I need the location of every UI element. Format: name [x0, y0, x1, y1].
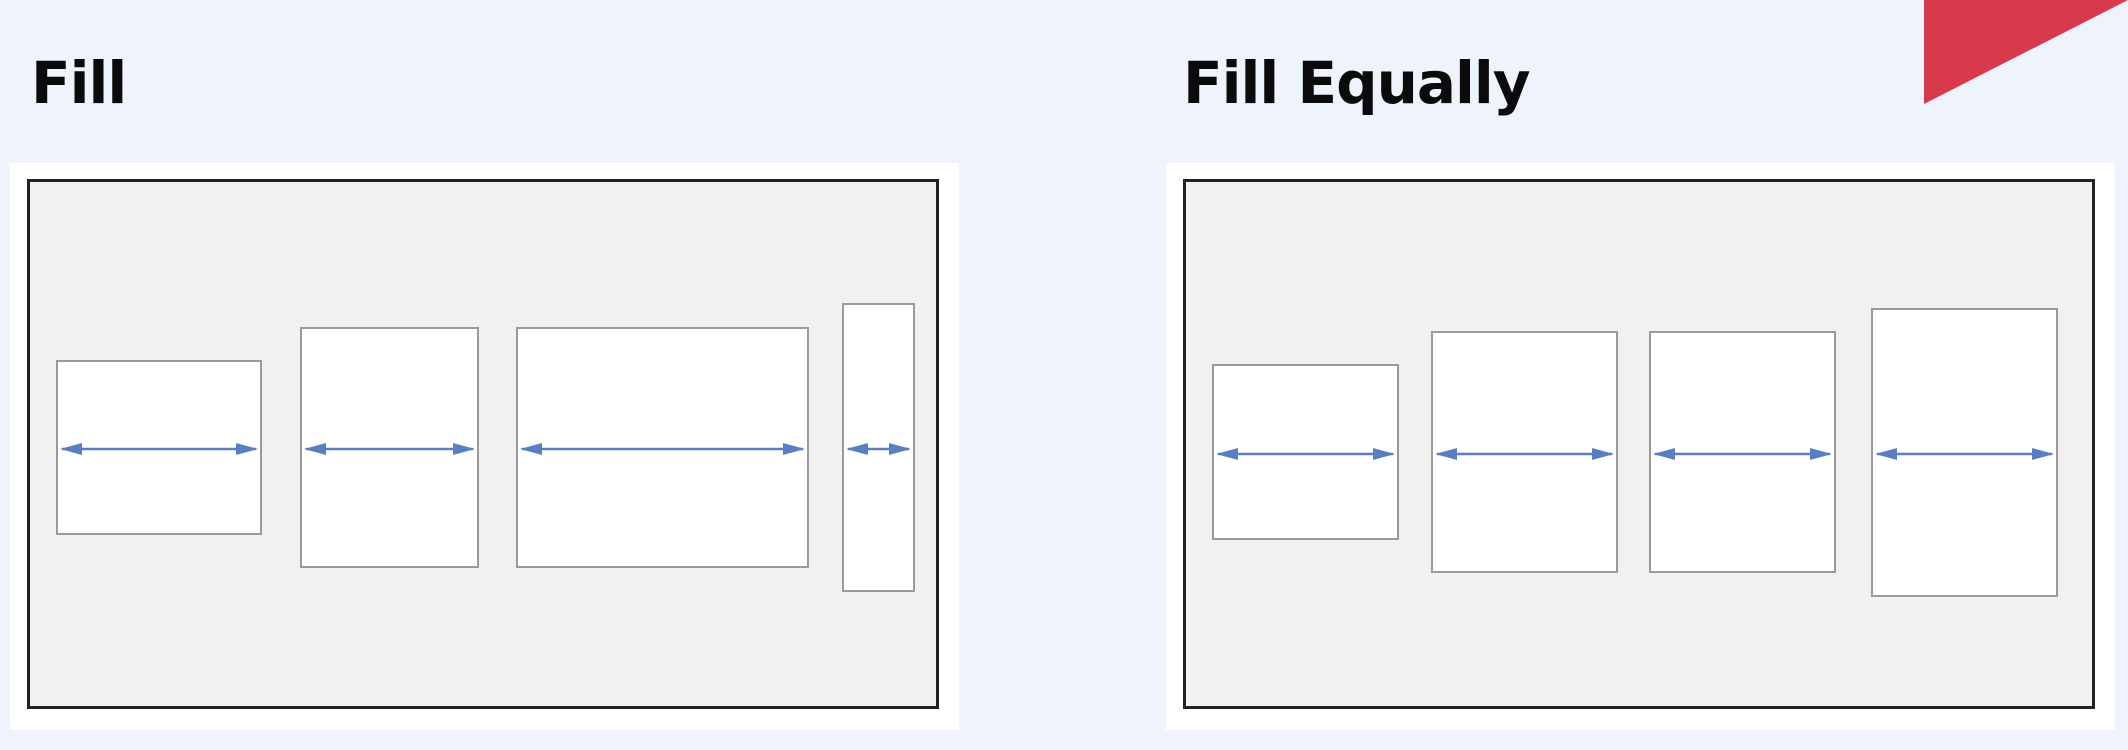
fill-item-2 [300, 327, 479, 568]
fill-item-4 [842, 303, 915, 592]
fill-diagram-panel [10, 163, 959, 730]
width-arrow [304, 443, 475, 455]
fill-equally-title: Fill Equally [1183, 49, 1531, 117]
width-arrow [1653, 448, 1832, 460]
fill-equally-item-2 [1431, 331, 1618, 573]
fill-title: Fill [31, 49, 127, 117]
width-arrow [846, 443, 911, 455]
fill-equally-item-1 [1212, 364, 1399, 540]
width-arrow [60, 443, 258, 455]
corner-flag [1924, 0, 2128, 104]
width-arrow [1435, 448, 1614, 460]
width-arrow [1216, 448, 1395, 460]
stack-view-frame [27, 179, 939, 709]
stack-view-frame [1183, 179, 2095, 709]
fill-equally-diagram-panel [1166, 163, 2115, 730]
width-arrow [520, 443, 805, 455]
width-arrow [1875, 448, 2054, 460]
fill-item-1 [56, 360, 262, 535]
fill-equally-item-3 [1649, 331, 1836, 573]
fill-equally-item-4 [1871, 308, 2058, 597]
fill-item-3 [516, 327, 809, 568]
